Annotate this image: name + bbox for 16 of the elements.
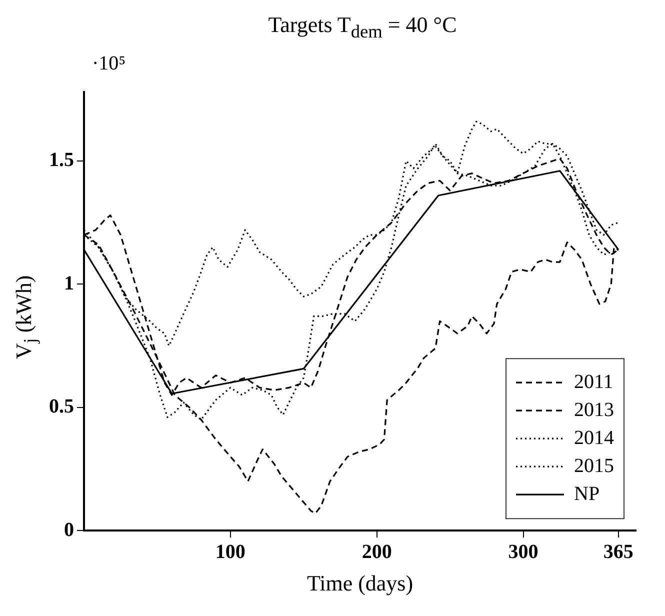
legend-label: 2014 [574,426,614,449]
x-tick-label: 300 [508,540,538,563]
y-tick-label: 1 [64,272,74,294]
x-tick-label: 100 [215,540,246,563]
x-tick-label: 200 [362,540,392,563]
y-tick-label: 0.5 [49,396,74,418]
x-tick-label: 365 [603,540,634,563]
legend-label: 2011 [574,370,614,393]
legend-label: NP [574,482,600,505]
x-axis-title: Time (days) [306,570,414,596]
chart-title: Targets T$_{dem}$ = 40 °C [267,11,458,42]
legend-label: 2013 [574,398,614,421]
y-tick-label: 1.5 [49,149,74,172]
legend-label: 2015 [574,454,614,477]
text: ·10⁵ [92,52,126,74]
y-tick-label: 0 [64,518,74,541]
